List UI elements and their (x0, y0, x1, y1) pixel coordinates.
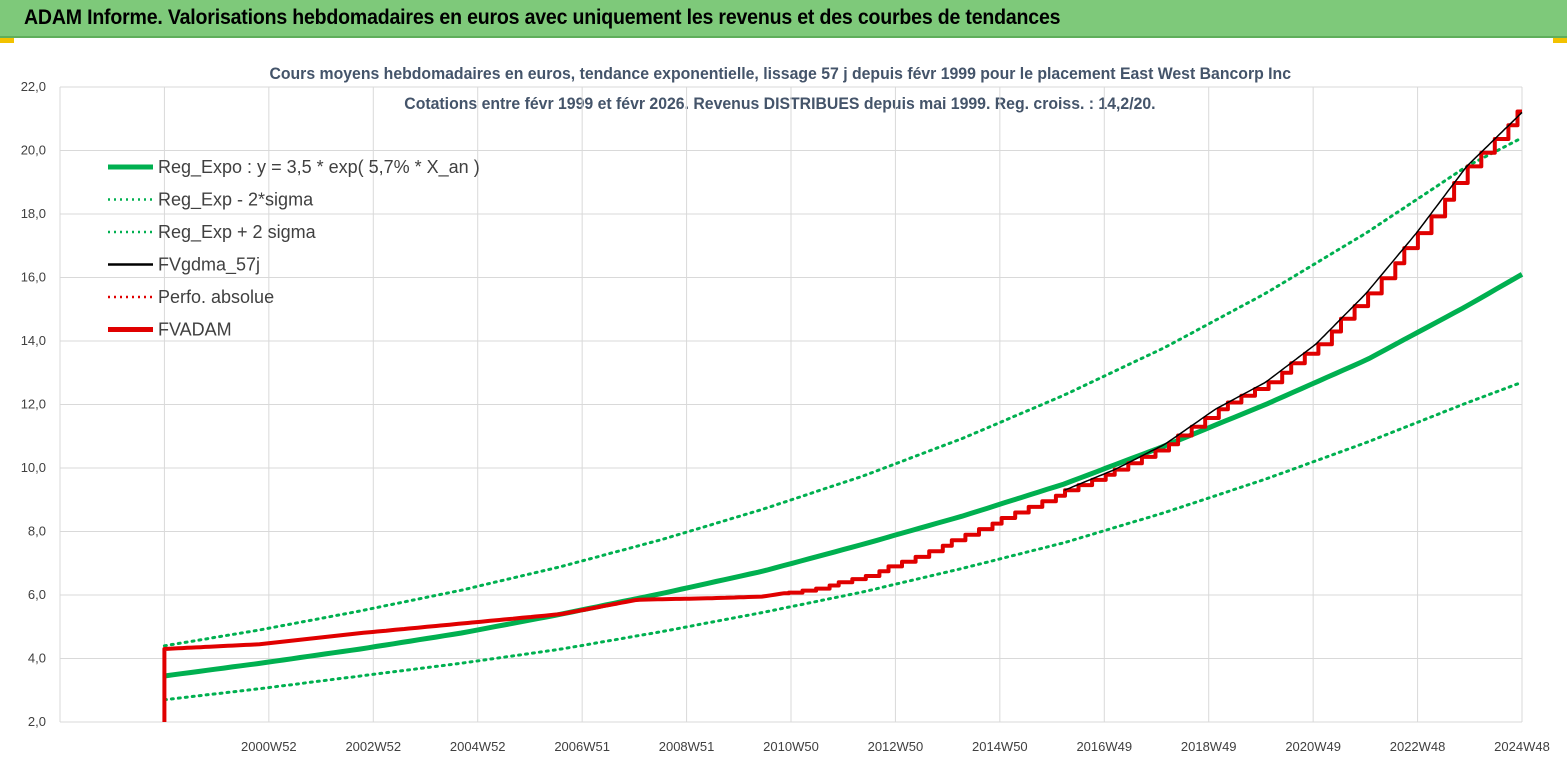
y-tick-label: 18,0 (21, 206, 46, 221)
x-tick-label: 2004W52 (450, 739, 506, 754)
y-tick-label: 12,0 (21, 397, 46, 412)
x-tick-label: 2002W52 (345, 739, 401, 754)
y-tick-label: 4,0 (28, 651, 46, 666)
legend-label: Reg_Expo : y = 3,5 * exp( 5,7% * X_an ) (158, 157, 480, 178)
x-tick-label: 2010W50 (763, 739, 819, 754)
legend-label: Reg_Exp + 2 sigma (158, 222, 317, 243)
y-tick-label: 22,0 (21, 79, 46, 94)
x-tick-label: 2000W52 (241, 739, 297, 754)
x-tick-label: 2006W51 (554, 739, 610, 754)
y-tick-label: 20,0 (21, 143, 46, 158)
series-reg-exp-minus-2sigma (164, 382, 1522, 700)
y-tick-label: 10,0 (21, 460, 46, 475)
series-fvadam (164, 112, 1522, 723)
legend-label: Perfo. absolue (158, 287, 274, 307)
y-tick-label: 8,0 (28, 524, 46, 539)
y-tick-label: 14,0 (21, 333, 46, 348)
x-tick-label: 2022W48 (1390, 739, 1446, 754)
x-tick-label: 2018W49 (1181, 739, 1237, 754)
legend-label: FVADAM (158, 320, 232, 340)
x-tick-label: 2024W48 (1494, 739, 1550, 754)
legend-label: Reg_Exp - 2*sigma (158, 190, 314, 211)
x-tick-label: 2014W50 (972, 739, 1028, 754)
legend-label: FVgdma_57j (158, 255, 260, 276)
y-tick-label: 2,0 (28, 714, 46, 729)
y-tick-label: 6,0 (28, 587, 46, 602)
x-tick-label: 2012W50 (868, 739, 924, 754)
x-tick-label: 2008W51 (659, 739, 715, 754)
series-fvgdma-57j (1064, 112, 1522, 490)
x-tick-label: 2016W49 (1076, 739, 1132, 754)
series-reg-expo (164, 274, 1522, 676)
y-tick-label: 16,0 (21, 270, 46, 285)
x-tick-label: 2020W49 (1285, 739, 1341, 754)
